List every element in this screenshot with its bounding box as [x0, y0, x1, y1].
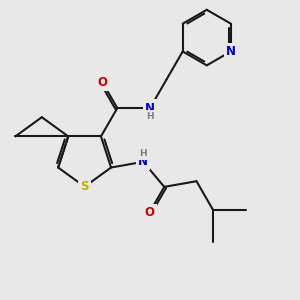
Text: O: O: [98, 76, 108, 89]
Text: S: S: [80, 180, 89, 193]
Text: O: O: [145, 206, 154, 219]
Text: H: H: [146, 112, 154, 121]
Text: N: N: [145, 102, 155, 115]
Text: N: N: [226, 45, 236, 58]
Text: H: H: [140, 149, 147, 158]
Text: N: N: [138, 155, 148, 168]
